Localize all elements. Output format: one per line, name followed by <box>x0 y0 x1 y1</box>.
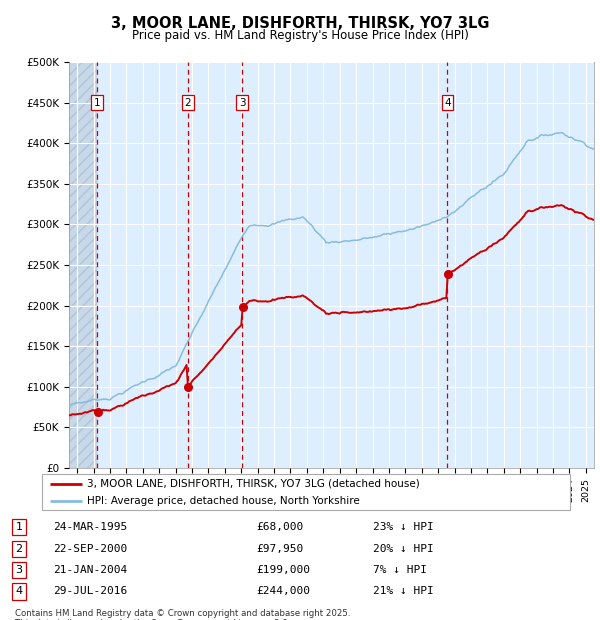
Text: 22-SEP-2000: 22-SEP-2000 <box>53 544 127 554</box>
Text: 21-JAN-2004: 21-JAN-2004 <box>53 565 127 575</box>
Text: 3, MOOR LANE, DISHFORTH, THIRSK, YO7 3LG (detached house): 3, MOOR LANE, DISHFORTH, THIRSK, YO7 3LG… <box>87 479 419 489</box>
Text: £199,000: £199,000 <box>256 565 310 575</box>
Text: 20% ↓ HPI: 20% ↓ HPI <box>373 544 434 554</box>
Bar <box>69 62 97 468</box>
FancyBboxPatch shape <box>42 474 570 510</box>
Text: 3: 3 <box>16 565 22 575</box>
Text: Price paid vs. HM Land Registry's House Price Index (HPI): Price paid vs. HM Land Registry's House … <box>131 29 469 42</box>
Text: £97,950: £97,950 <box>256 544 304 554</box>
Text: Contains HM Land Registry data © Crown copyright and database right 2025.
This d: Contains HM Land Registry data © Crown c… <box>15 609 350 620</box>
Text: 3: 3 <box>239 97 245 108</box>
Text: 2: 2 <box>16 544 23 554</box>
Text: £244,000: £244,000 <box>256 587 310 596</box>
Text: 29-JUL-2016: 29-JUL-2016 <box>53 587 127 596</box>
Text: 23% ↓ HPI: 23% ↓ HPI <box>373 522 434 533</box>
Text: 3, MOOR LANE, DISHFORTH, THIRSK, YO7 3LG: 3, MOOR LANE, DISHFORTH, THIRSK, YO7 3LG <box>111 16 489 31</box>
Text: 4: 4 <box>16 587 23 596</box>
Text: 24-MAR-1995: 24-MAR-1995 <box>53 522 127 533</box>
Text: HPI: Average price, detached house, North Yorkshire: HPI: Average price, detached house, Nort… <box>87 495 359 506</box>
Text: 21% ↓ HPI: 21% ↓ HPI <box>373 587 434 596</box>
Text: £68,000: £68,000 <box>256 522 304 533</box>
Text: 1: 1 <box>94 97 101 108</box>
Text: 2: 2 <box>184 97 191 108</box>
Text: 1: 1 <box>16 522 22 533</box>
Text: 7% ↓ HPI: 7% ↓ HPI <box>373 565 427 575</box>
Text: 4: 4 <box>444 97 451 108</box>
